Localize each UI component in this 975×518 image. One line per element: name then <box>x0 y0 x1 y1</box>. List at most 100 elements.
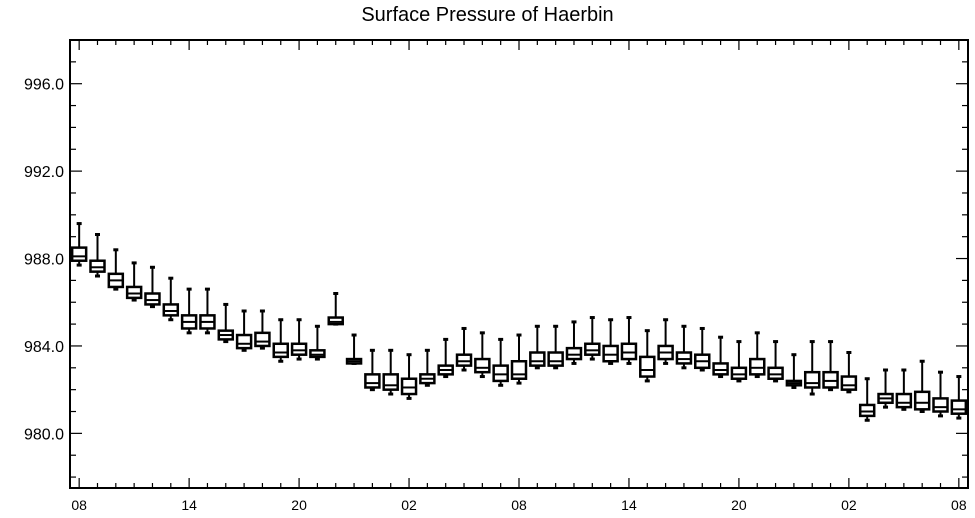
x-tick-label: 08 <box>71 497 87 513</box>
box-34 <box>694 326 711 372</box>
box-iqr <box>364 373 381 389</box>
y-tick-label: 992.0 <box>24 164 64 181</box>
box-11 <box>272 318 290 363</box>
box-iqr <box>584 342 601 356</box>
box-iqr <box>89 259 106 273</box>
box-series <box>70 222 968 422</box>
box-iqr <box>162 303 180 317</box>
x-tick-label: 02 <box>401 497 417 513</box>
box-iqr <box>913 390 931 411</box>
box-37 <box>748 331 766 379</box>
box-2 <box>107 248 125 291</box>
box-iqr <box>144 292 161 306</box>
box-41 <box>822 340 839 392</box>
box-27 <box>565 320 583 365</box>
box-4 <box>144 265 161 309</box>
box-iqr <box>840 375 858 391</box>
box-16 <box>364 348 381 392</box>
box-8 <box>217 302 235 344</box>
box-5 <box>162 276 180 322</box>
y-tick-label: 996.0 <box>24 77 64 94</box>
box-iqr <box>235 333 253 350</box>
box-38 <box>767 340 784 383</box>
box-20 <box>437 337 454 379</box>
box-23 <box>492 337 509 387</box>
x-tick-label: 14 <box>621 497 637 513</box>
y-tick-label: 984.0 <box>24 339 64 356</box>
x-tick-label: 14 <box>181 497 197 513</box>
chart-title: Surface Pressure of Haerbin <box>361 4 614 26</box>
box-iqr <box>932 397 949 413</box>
box-iqr <box>620 342 638 361</box>
box-12 <box>290 318 308 361</box>
box-35 <box>712 335 729 379</box>
box-iqr <box>400 377 418 396</box>
box-iqr <box>70 246 88 262</box>
box-6 <box>180 287 198 335</box>
box-0 <box>70 222 88 267</box>
box-33 <box>675 324 693 370</box>
box-iqr <box>712 362 729 376</box>
box-15 <box>345 333 363 365</box>
box-48 <box>950 375 968 420</box>
x-tick-label: 02 <box>841 497 857 513</box>
box-iqr <box>822 370 839 389</box>
box-19 <box>419 348 436 387</box>
box-44 <box>877 368 894 409</box>
box-30 <box>620 316 638 365</box>
box-iqr <box>748 357 766 376</box>
box-iqr <box>309 349 326 359</box>
box-iqr <box>602 344 619 363</box>
box-13 <box>309 324 326 361</box>
box-iqr <box>767 366 784 380</box>
x-tick-label: 08 <box>511 497 527 513</box>
box-iqr <box>272 342 290 359</box>
box-29 <box>602 318 619 365</box>
box-28 <box>584 316 601 361</box>
box-iqr <box>492 364 509 383</box>
box-7 <box>199 287 216 335</box>
box-25 <box>529 324 546 370</box>
box-46 <box>913 359 931 414</box>
box-iqr <box>950 399 968 415</box>
box-24 <box>510 333 528 385</box>
box-iqr <box>547 351 564 367</box>
box-40 <box>803 340 821 396</box>
box-17 <box>382 348 399 396</box>
box-32 <box>657 318 674 365</box>
x-tick-label: 08 <box>951 497 967 513</box>
box-1 <box>89 232 106 278</box>
box-iqr <box>803 370 821 389</box>
box-47 <box>932 370 949 418</box>
y-tick-label: 988.0 <box>24 252 64 269</box>
box-iqr <box>730 366 748 380</box>
box-10 <box>254 309 271 350</box>
box-iqr <box>254 331 271 348</box>
box-26 <box>547 324 564 370</box>
box-iqr <box>639 355 656 378</box>
box-iqr <box>382 373 399 391</box>
box-iqr <box>455 353 473 367</box>
box-iqr <box>290 342 308 356</box>
box-iqr <box>474 357 491 374</box>
box-iqr <box>858 403 876 418</box>
box-39 <box>785 353 803 389</box>
box-iqr <box>895 392 913 409</box>
box-43 <box>858 377 876 422</box>
box-18 <box>400 353 418 400</box>
box-iqr <box>565 346 583 361</box>
tick-labels: 980.0 984.0 988.0 992.0 996.0 08 14 20 02 08 14 20 0… <box>24 77 967 513</box>
box-45 <box>895 368 913 411</box>
x-tick-label: 20 <box>731 497 747 513</box>
box-36 <box>730 340 748 383</box>
box-14 <box>327 292 344 326</box>
tick-marks <box>70 39 968 488</box>
x-tick-label: 20 <box>291 497 307 513</box>
box-31 <box>639 329 656 383</box>
box-9 <box>235 309 253 352</box>
plot-frame <box>69 39 969 489</box>
box-42 <box>840 351 858 394</box>
box-iqr <box>125 285 143 300</box>
box-iqr <box>327 316 344 326</box>
